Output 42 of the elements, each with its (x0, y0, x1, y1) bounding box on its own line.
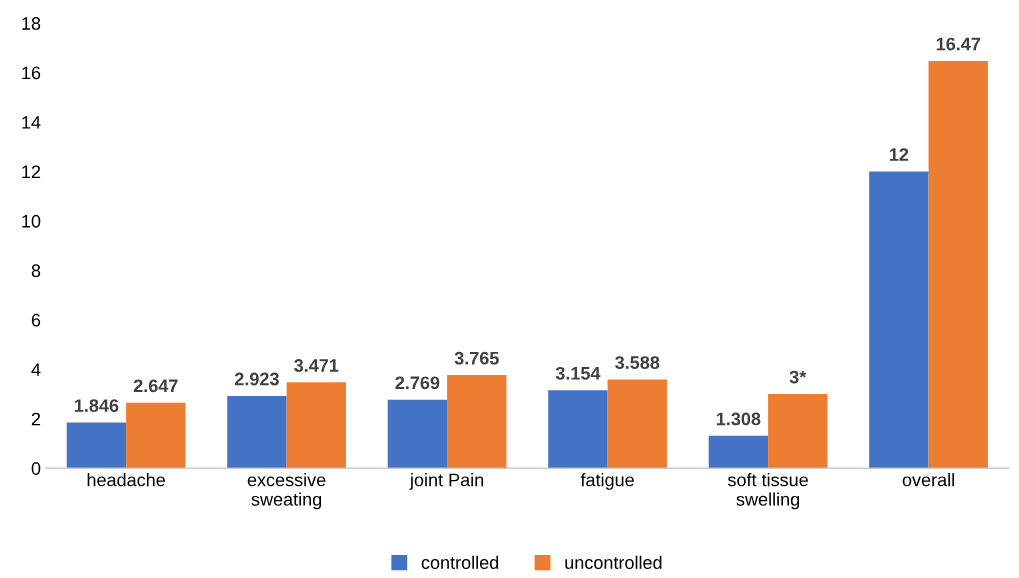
data-label: 2.923 (234, 372, 279, 386)
y-tick-label: 8 (31, 264, 41, 278)
bar (548, 390, 608, 469)
data-label: 16.47 (936, 37, 981, 51)
y-tick-label: 16 (22, 66, 41, 80)
bar (286, 382, 346, 469)
bar (447, 375, 507, 469)
data-label: 2.769 (395, 376, 440, 390)
bar (387, 399, 448, 469)
bar (126, 402, 186, 469)
x-tick-label: joint Pain (409, 473, 484, 490)
x-tick-label: fatigue (580, 473, 634, 490)
x-tick-label: excessive sweating (247, 473, 326, 510)
data-label: 3.588 (615, 356, 660, 369)
data-label: 3.765 (454, 351, 499, 365)
data-label: 12 (889, 148, 909, 161)
bar (227, 395, 287, 469)
y-tick-label: 2 (31, 412, 41, 426)
bar (708, 435, 769, 469)
data-label: 3.471 (294, 359, 339, 372)
x-tick-label: overall (902, 473, 954, 487)
legend-label: controlled (421, 555, 499, 569)
bar (66, 422, 127, 469)
bar (928, 60, 988, 469)
data-label: 3.154 (555, 366, 601, 380)
y-tick-label: 0 (31, 462, 41, 475)
legend-label: uncontrolled (565, 555, 662, 569)
x-tick-label: soft tissue swelling (727, 473, 808, 510)
bar (768, 394, 828, 469)
y-tick-label: 12 (22, 165, 41, 179)
data-label: 2.647 (133, 379, 178, 393)
y-tick-label: 4 (31, 363, 41, 376)
y-tick-label: 6 (31, 313, 41, 327)
y-tick-label: 14 (22, 116, 41, 129)
data-label: 1.846 (74, 399, 119, 413)
data-label: 1.308 (716, 412, 761, 426)
data-label: 3* (789, 370, 807, 384)
bar (869, 171, 929, 469)
x-tick-label: headache (87, 473, 165, 487)
y-tick-label: 10 (22, 214, 41, 228)
y-tick-label: 18 (22, 17, 41, 30)
bar (607, 379, 667, 469)
